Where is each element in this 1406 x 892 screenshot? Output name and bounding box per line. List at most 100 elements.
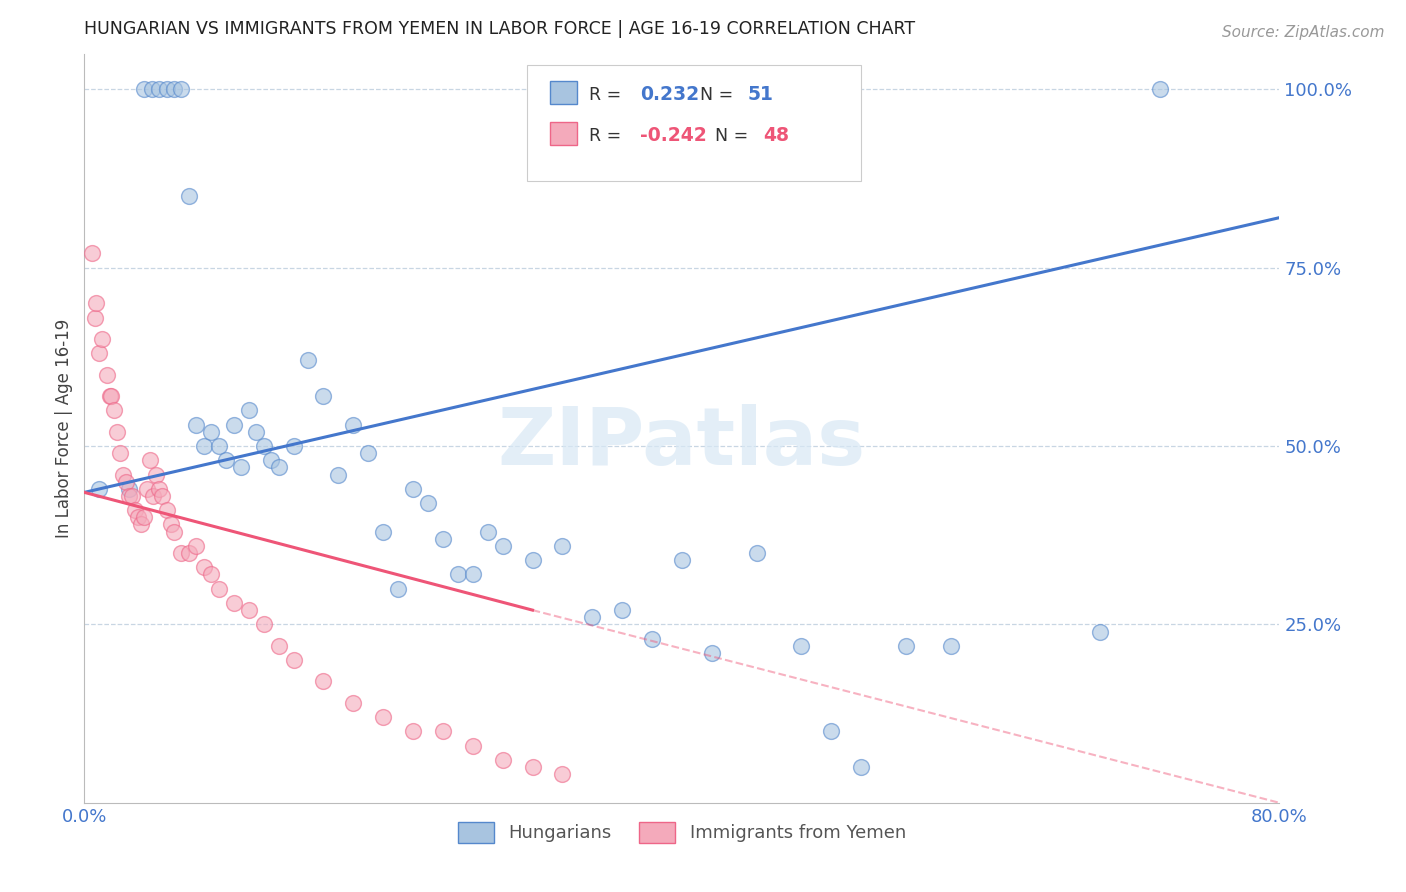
Point xyxy=(522,553,544,567)
Text: ZIPatlas: ZIPatlas xyxy=(498,404,866,483)
Point xyxy=(231,460,253,475)
Point xyxy=(700,646,723,660)
Point xyxy=(477,524,499,539)
Point xyxy=(100,389,122,403)
Point xyxy=(148,82,170,96)
Point xyxy=(260,453,283,467)
Text: Source: ZipAtlas.com: Source: ZipAtlas.com xyxy=(1222,25,1385,40)
Point xyxy=(155,503,177,517)
Point xyxy=(328,467,350,482)
Y-axis label: In Labor Force | Age 16-19: In Labor Force | Age 16-19 xyxy=(55,318,73,538)
Point xyxy=(461,567,484,582)
Point xyxy=(581,610,603,624)
Point xyxy=(939,639,962,653)
Point xyxy=(357,446,380,460)
Point xyxy=(342,696,364,710)
Point xyxy=(402,724,425,739)
Text: 51: 51 xyxy=(748,86,773,104)
Point xyxy=(267,460,290,475)
Point xyxy=(121,489,143,503)
Point xyxy=(163,524,186,539)
Point xyxy=(96,368,118,382)
Point xyxy=(283,439,305,453)
Point xyxy=(432,532,454,546)
Text: R =: R = xyxy=(589,86,627,103)
Point xyxy=(160,517,183,532)
Text: N =: N = xyxy=(700,86,738,103)
Point xyxy=(98,389,121,403)
Point xyxy=(141,82,163,96)
Point xyxy=(222,596,245,610)
Point xyxy=(851,760,873,774)
Text: -0.242: -0.242 xyxy=(640,127,707,145)
Point xyxy=(820,724,842,739)
Point xyxy=(80,246,103,260)
Point xyxy=(551,539,574,553)
Point xyxy=(148,482,170,496)
Point xyxy=(253,617,276,632)
FancyBboxPatch shape xyxy=(527,65,862,181)
Point xyxy=(492,753,515,767)
Point xyxy=(118,482,141,496)
Point xyxy=(83,310,105,325)
Point xyxy=(238,603,260,617)
Point xyxy=(105,425,128,439)
Point xyxy=(373,524,395,539)
Point xyxy=(522,760,544,774)
Point xyxy=(103,403,125,417)
Point xyxy=(89,346,111,360)
Point xyxy=(186,539,208,553)
Point xyxy=(492,539,515,553)
Point xyxy=(208,439,231,453)
Point xyxy=(238,403,260,417)
Text: N =: N = xyxy=(716,127,754,145)
Point xyxy=(745,546,768,560)
Point xyxy=(132,510,156,524)
Point xyxy=(200,567,222,582)
Point xyxy=(641,632,664,646)
Point xyxy=(112,467,135,482)
Point xyxy=(136,482,159,496)
Point xyxy=(118,489,141,503)
Point xyxy=(671,553,693,567)
Point xyxy=(155,82,177,96)
Text: R =: R = xyxy=(589,127,627,145)
Point xyxy=(894,639,917,653)
Text: 48: 48 xyxy=(763,127,789,145)
Point xyxy=(124,503,146,517)
Point xyxy=(312,389,335,403)
Point xyxy=(245,425,267,439)
Point xyxy=(222,417,245,432)
Point xyxy=(432,724,454,739)
Point xyxy=(170,546,193,560)
Point xyxy=(163,82,186,96)
Point xyxy=(312,674,335,689)
Point xyxy=(373,710,395,724)
Point xyxy=(447,567,470,582)
Point xyxy=(416,496,439,510)
Point xyxy=(790,639,813,653)
Point xyxy=(342,417,364,432)
Point xyxy=(1090,624,1112,639)
Point xyxy=(267,639,290,653)
Point xyxy=(186,417,208,432)
Point xyxy=(132,82,156,96)
Point xyxy=(215,453,238,467)
Point xyxy=(91,332,114,346)
Point xyxy=(150,489,173,503)
Legend: Hungarians, Immigrants from Yemen: Hungarians, Immigrants from Yemen xyxy=(451,814,912,850)
Point xyxy=(145,467,167,482)
Point xyxy=(193,439,215,453)
Point xyxy=(86,296,108,310)
Point xyxy=(139,453,162,467)
Point xyxy=(387,582,409,596)
Point xyxy=(297,353,319,368)
Point xyxy=(283,653,305,667)
Point xyxy=(170,82,193,96)
Point xyxy=(612,603,634,617)
Point xyxy=(127,510,149,524)
Point xyxy=(253,439,276,453)
Text: 0.232: 0.232 xyxy=(640,86,699,104)
Point xyxy=(115,475,138,489)
Point xyxy=(193,560,215,574)
